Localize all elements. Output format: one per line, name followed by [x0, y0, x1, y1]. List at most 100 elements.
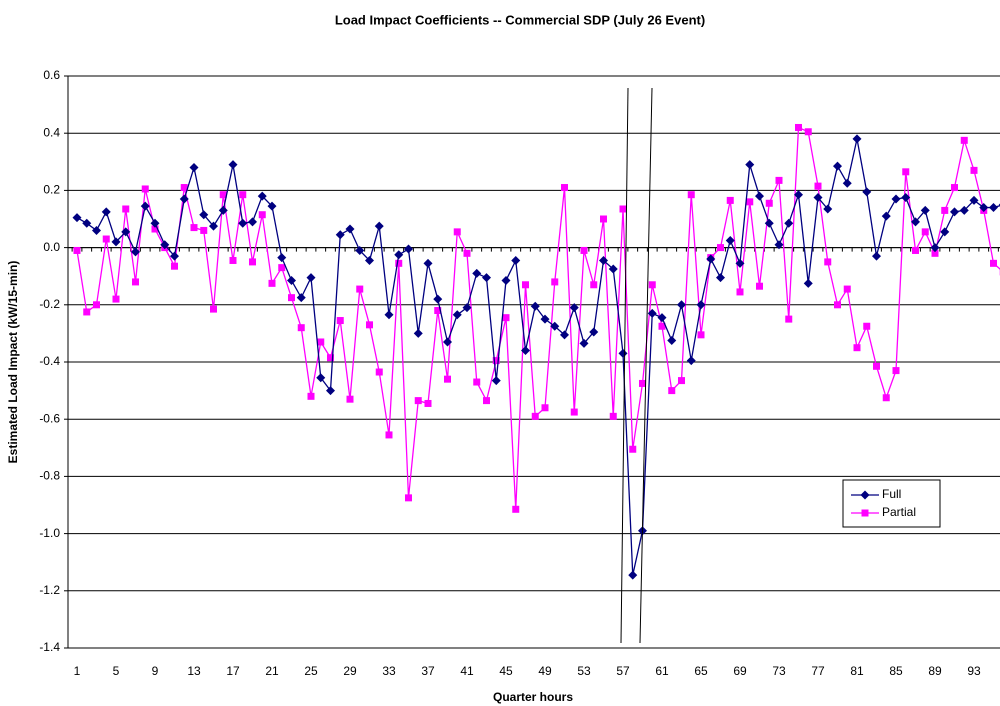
marker [658, 322, 666, 330]
marker [882, 394, 890, 402]
marker [278, 264, 286, 272]
x-tick-label: 61 [655, 664, 669, 678]
marker [852, 134, 862, 144]
marker [990, 259, 997, 267]
x-tick-label: 1 [74, 664, 81, 678]
marker [823, 204, 833, 214]
marker [327, 354, 334, 362]
marker [774, 240, 784, 250]
y-tick-label: -0.4 [39, 354, 60, 368]
marker [530, 301, 540, 311]
marker [511, 255, 521, 265]
marker [394, 250, 404, 260]
marker [599, 255, 608, 265]
marker [385, 431, 393, 439]
x-tick-label: 21 [265, 664, 279, 678]
marker [316, 373, 326, 383]
x-tick-label: 57 [616, 664, 630, 678]
marker [979, 203, 989, 213]
marker [405, 494, 412, 502]
marker [404, 244, 413, 254]
marker [911, 217, 920, 227]
marker [384, 310, 394, 320]
marker [609, 412, 617, 420]
marker [861, 509, 869, 517]
marker [179, 194, 189, 204]
x-tick-label: 33 [382, 664, 396, 678]
marker [813, 193, 823, 203]
legend-items: Full Partial [851, 487, 916, 519]
marker [590, 281, 598, 289]
marker [93, 301, 100, 309]
marker [248, 217, 257, 227]
marker [920, 205, 930, 215]
marker [873, 362, 880, 370]
legend-label: Full [882, 487, 901, 501]
x-axis-label: Quarter hours [493, 690, 573, 704]
marker [102, 235, 110, 243]
marker [238, 218, 248, 228]
x-tick-label: 13 [187, 664, 201, 678]
marker [814, 182, 822, 190]
marker [667, 336, 677, 346]
marker [267, 201, 277, 211]
marker [150, 218, 160, 228]
marker [560, 330, 569, 340]
x-tick-label: 89 [928, 664, 942, 678]
y-tick-label: -1.2 [39, 583, 60, 597]
x-tick-label: 93 [967, 664, 981, 678]
marker [73, 246, 81, 254]
marker [600, 215, 607, 223]
legend-label: Partial [882, 505, 916, 519]
chart-title: Load Impact Coefficients -- Commercial S… [335, 12, 705, 27]
y-tick-label: -0.6 [39, 411, 60, 425]
x-tick-label: 45 [499, 664, 513, 678]
marker [414, 397, 422, 405]
marker [463, 249, 471, 257]
marker [746, 198, 754, 206]
marker [472, 268, 482, 278]
marker [959, 205, 969, 215]
x-tick-label: 37 [421, 664, 435, 678]
marker [132, 278, 139, 286]
marker [901, 193, 911, 203]
marker [200, 226, 208, 234]
marker [960, 136, 968, 144]
marker [424, 399, 432, 407]
marker [969, 195, 979, 205]
marker [180, 184, 188, 192]
marker [950, 207, 959, 217]
marker [346, 395, 354, 403]
marker [229, 256, 237, 264]
marker [881, 211, 891, 221]
x-tick-label: 69 [733, 664, 747, 678]
marker [423, 258, 433, 268]
series-line [76, 126, 1000, 510]
marker [219, 191, 227, 199]
marker [862, 187, 872, 197]
marker [356, 285, 364, 293]
marker [540, 314, 550, 324]
marker [83, 308, 91, 316]
marker [794, 190, 803, 200]
marker [795, 123, 802, 131]
y-tick-label: 0.6 [43, 68, 60, 82]
marker [940, 227, 950, 237]
marker [531, 412, 539, 420]
marker [258, 211, 266, 219]
marker [706, 254, 716, 264]
marker [647, 308, 657, 318]
x-tick-label: 17 [226, 664, 240, 678]
marker [892, 367, 900, 375]
marker [570, 408, 578, 416]
marker [72, 213, 82, 223]
marker [657, 313, 667, 323]
marker [921, 228, 929, 236]
marker [804, 128, 812, 136]
marker [989, 203, 998, 213]
marker [101, 207, 111, 217]
marker [131, 247, 140, 257]
marker [717, 244, 724, 252]
marker [785, 315, 793, 323]
marker [189, 163, 199, 173]
